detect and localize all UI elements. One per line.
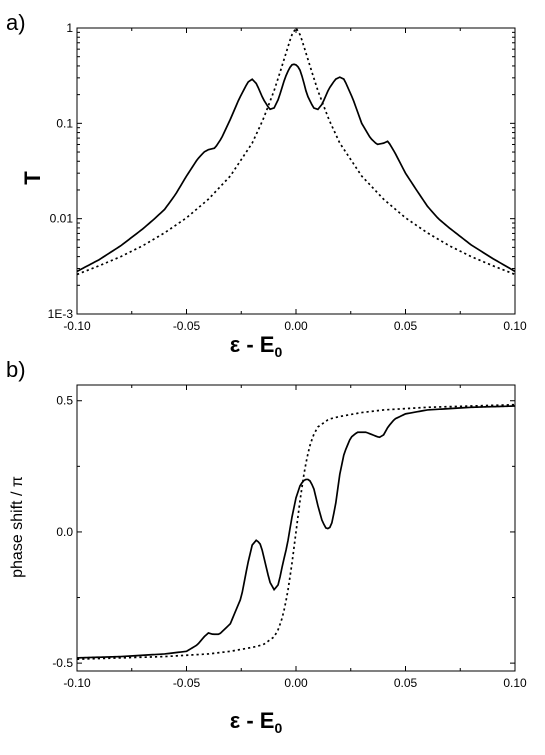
panel-a-x-tick-label: 0.10 — [503, 319, 527, 333]
panel-b-y-tick-label: 0.0 — [56, 525, 73, 539]
panel-a-x-tick-label: -0.05 — [173, 319, 201, 333]
panel-a-label: a) — [6, 10, 26, 35]
panel-a-y-axis-title: T — [20, 171, 45, 185]
panel-a-x-tick-label: 0.05 — [394, 319, 418, 333]
panel-b-dotted-curve — [76, 403, 516, 661]
panel-b-y-axis-title: phase shift / π — [9, 476, 26, 578]
panel-b-x-tick-label: -0.10 — [63, 676, 91, 690]
panel-b-x-tick-label: 0.00 — [284, 676, 308, 690]
panel-b-solid-curve — [76, 405, 516, 659]
panel-a-solid-curve — [76, 63, 516, 273]
panel-a-y-tick-label: 0.1 — [56, 116, 73, 130]
panel-a-y-tick-label: 1E-3 — [48, 307, 74, 321]
panel-a-y-tick-label: 1 — [66, 21, 73, 35]
panel-a-x-tick-label: -0.10 — [63, 319, 91, 333]
panel-b-y-tick-label: -0.5 — [52, 656, 73, 670]
phase-shift-panel: b) -0.10 -0.05 0.00 0.05 0.10 -0.5 0.0 0.5 ε - … — [6, 357, 527, 736]
panel-a-frame — [76, 27, 516, 315]
panel-b-x-tick-label: 0.10 — [503, 676, 527, 690]
panel-a-ticks: -0.10 -0.05 0.00 0.05 0.10 1E-3 0.01 0.1 1 — [48, 21, 527, 333]
panel-b-x-tick-label: -0.05 — [173, 676, 201, 690]
panel-a-dotted-curve — [76, 26, 516, 276]
panel-a-x-tick-label: 0.00 — [284, 319, 308, 333]
panel-a-x-axis-title: ε - E0 — [230, 332, 283, 360]
panel-b-y-tick-label: 0.5 — [56, 394, 73, 408]
panel-b-x-axis-title: ε - E0 — [230, 708, 283, 736]
panel-b-series — [76, 403, 516, 661]
panel-a-series — [76, 26, 516, 276]
transmission-panel: a) -0.10 -0.05 0.00 0.05 0.10 1E-3 0.01 0.1 1 ε … — [6, 10, 527, 360]
panel-b-label: b) — [6, 357, 26, 382]
panel-b-ticks: -0.10 -0.05 0.00 0.05 0.10 -0.5 0.0 0.5 — [52, 385, 527, 690]
panel-a-y-tick-label: 0.01 — [50, 212, 74, 226]
panel-b-x-tick-label: 0.05 — [394, 676, 418, 690]
